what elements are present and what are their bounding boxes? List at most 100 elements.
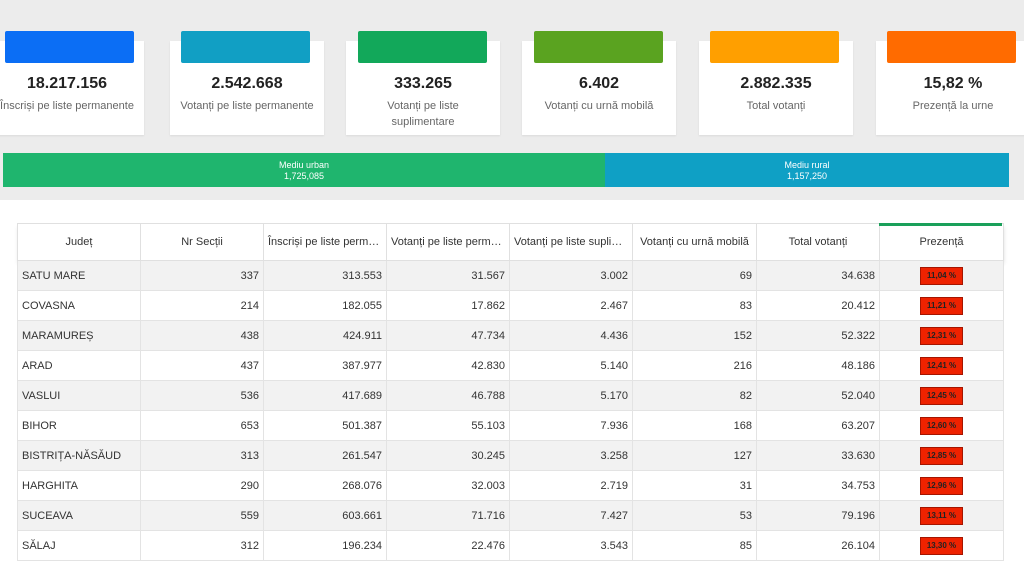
cell-inscrisi: 387.977	[263, 350, 387, 381]
cell-judet: VASLUI	[17, 380, 141, 411]
cell-prezenta: 12,31 %	[879, 320, 1004, 351]
cell-inscrisi: 424.911	[263, 320, 387, 351]
cell-mobila: 152	[632, 320, 757, 351]
cell-sectii: 313	[140, 440, 264, 471]
cell-judet: COVASNA	[17, 290, 141, 321]
turnout-badge: 12,60 %	[919, 416, 964, 435]
results-table-wrapper: Județ Nr Secții Înscriși pe liste perman…	[17, 223, 1004, 561]
column-header-mobila[interactable]: Votanți cu urnă mobilă	[632, 223, 757, 261]
cell-judet: SĂLAJ	[17, 530, 141, 561]
card-label: Votanți cu urnă mobilă	[544, 100, 654, 112]
card-color-bar	[181, 31, 310, 63]
card-permanent-voters: 2.542.668 Votanți pe liste permanente	[170, 41, 324, 135]
table-row: BIHOR 653 501.387 55.103 7.936 168 63.207 12,60…	[17, 410, 1004, 441]
table-row: SUCEAVA 559 603.661 71.716 7.427 53 79.196 13,1…	[17, 500, 1004, 531]
sort-indicator	[879, 223, 1002, 226]
cell-permanente: 31.567	[386, 260, 510, 291]
cell-suplimentare: 5.170	[509, 380, 633, 411]
cell-suplimentare: 3.543	[509, 530, 633, 561]
cell-judet: BISTRIȚA-NĂSĂUD	[17, 440, 141, 471]
turnout-badge: 11,21 %	[920, 296, 963, 315]
cell-inscrisi: 182.055	[263, 290, 387, 321]
cell-suplimentare: 2.467	[509, 290, 633, 321]
cell-inscrisi: 196.234	[263, 530, 387, 561]
cell-mobila: 69	[632, 260, 757, 291]
rural-bar: Mediu rural 1,157,250	[605, 153, 1009, 187]
cell-prezenta: 12,60 %	[879, 410, 1004, 441]
cell-mobila: 82	[632, 380, 757, 411]
cell-mobila: 168	[632, 410, 757, 441]
cell-permanente: 42.830	[386, 350, 510, 381]
table-row: BISTRIȚA-NĂSĂUD 313 261.547 30.245 3.258 127 3…	[17, 440, 1004, 471]
cell-judet: ARAD	[17, 350, 141, 381]
cell-prezenta: 12,85 %	[879, 440, 1004, 471]
table-row: COVASNA 214 182.055 17.862 2.467 83 20.412 11,2…	[17, 290, 1004, 321]
rural-value: 1,157,250	[786, 171, 828, 181]
cell-sectii: 536	[140, 380, 264, 411]
cell-inscrisi: 417.689	[263, 380, 387, 411]
cell-mobila: 127	[632, 440, 757, 471]
card-label: Înscriși pe liste permanente	[0, 100, 134, 112]
table-row: SĂLAJ 312 196.234 22.476 3.543 85 26.104 13,30 …	[17, 530, 1004, 561]
cell-total: 26.104	[756, 530, 880, 561]
column-header-judet[interactable]: Județ	[17, 223, 141, 261]
cell-total: 52.322	[756, 320, 880, 351]
cell-sectii: 438	[140, 320, 264, 351]
cell-prezenta: 13,11 %	[879, 500, 1004, 531]
cell-suplimentare: 3.002	[509, 260, 633, 291]
card-color-bar	[887, 31, 1016, 63]
cell-prezenta: 11,04 %	[879, 260, 1004, 291]
cell-suplimentare: 4.436	[509, 320, 633, 351]
cell-permanente: 46.788	[386, 380, 510, 411]
column-header-sectii[interactable]: Nr Secții	[140, 223, 264, 261]
cell-mobila: 31	[632, 470, 757, 501]
column-header-permanente[interactable]: Votanți pe liste permanente	[386, 223, 510, 261]
cell-sectii: 337	[140, 260, 264, 291]
cell-prezenta: 12,45 %	[879, 380, 1004, 411]
card-value: 2.882.335	[740, 75, 812, 92]
cell-mobila: 216	[632, 350, 757, 381]
turnout-badge: 11,04 %	[920, 266, 963, 285]
table-row: SATU MARE 337 313.553 31.567 3.002 69 34.638 11…	[17, 260, 1004, 291]
cell-judet: BIHOR	[17, 410, 141, 441]
cell-sectii: 290	[140, 470, 264, 501]
turnout-badge: 13,30 %	[919, 536, 964, 555]
cell-total: 34.753	[756, 470, 880, 501]
cell-suplimentare: 7.936	[509, 410, 633, 441]
urban-value: 1,725,085	[283, 171, 325, 181]
card-color-bar	[358, 31, 487, 63]
turnout-badge: 12,85 %	[919, 446, 964, 465]
column-header-inscrisi[interactable]: Înscriși pe liste permanente	[263, 223, 387, 261]
column-header-total[interactable]: Total votanți	[756, 223, 880, 261]
cell-inscrisi: 603.661	[263, 500, 387, 531]
card-label: Total votanți	[746, 100, 806, 112]
column-header-prezenta[interactable]: Prezență	[879, 223, 1004, 261]
cell-judet: SATU MARE	[17, 260, 141, 291]
card-value: 333.265	[394, 75, 452, 92]
card-value: 18.217.156	[26, 75, 108, 92]
cell-total: 63.207	[756, 410, 880, 441]
cell-mobila: 53	[632, 500, 757, 531]
cell-permanente: 32.003	[386, 470, 510, 501]
urban-bar: Mediu urban 1,725,085	[3, 153, 605, 187]
cell-prezenta: 11,21 %	[879, 290, 1004, 321]
cell-permanente: 17.862	[386, 290, 510, 321]
cell-total: 48.186	[756, 350, 880, 381]
cell-permanente: 47.734	[386, 320, 510, 351]
card-value: 2.542.668	[211, 75, 283, 92]
cell-prezenta: 13,30 %	[879, 530, 1004, 561]
column-header-suplimentare[interactable]: Votanți pe liste suplimentare	[509, 223, 633, 261]
cell-permanente: 71.716	[386, 500, 510, 531]
cell-permanente: 30.245	[386, 440, 510, 471]
card-label: Votanți pe liste permanente	[180, 100, 314, 112]
cell-judet: SUCEAVA	[17, 500, 141, 531]
cell-inscrisi: 261.547	[263, 440, 387, 471]
cell-prezenta: 12,96 %	[879, 470, 1004, 501]
cell-total: 33.630	[756, 440, 880, 471]
turnout-badge: 12,96 %	[919, 476, 964, 495]
cell-sectii: 559	[140, 500, 264, 531]
cell-suplimentare: 5.140	[509, 350, 633, 381]
cell-suplimentare: 3.258	[509, 440, 633, 471]
turnout-badge: 12,41 %	[919, 356, 964, 375]
cell-sectii: 214	[140, 290, 264, 321]
